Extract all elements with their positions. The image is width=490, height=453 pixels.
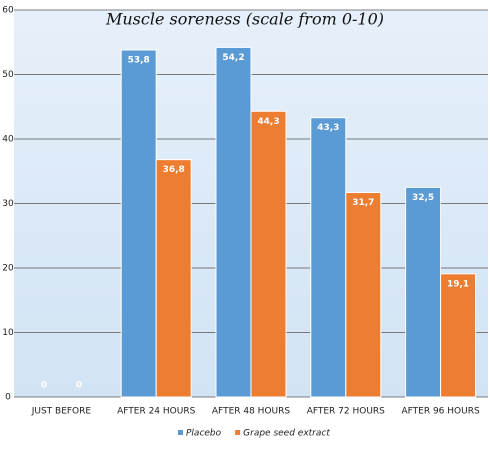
value-label: 19,1 — [447, 279, 469, 289]
value-label: 44,3 — [257, 117, 279, 127]
x-tick-label: AFTER 96 HOURS — [401, 407, 479, 417]
value-label: 31,7 — [352, 198, 374, 208]
value-label: 32,5 — [412, 193, 434, 203]
bar — [155, 159, 192, 398]
value-label: 36,8 — [163, 165, 185, 175]
bar — [215, 46, 252, 398]
value-label: 53,8 — [128, 55, 150, 65]
x-tick-label: AFTER 24 HOURS — [117, 407, 195, 417]
value-label: 0 — [76, 381, 82, 391]
x-tick-label: AFTER 48 HOURS — [212, 407, 290, 417]
bar — [120, 49, 157, 398]
y-tick-label: 50 — [2, 70, 14, 80]
x-tick-label: AFTER 72 HOURS — [307, 407, 385, 417]
y-tick-label: 10 — [2, 328, 14, 338]
y-tick-label: 60 — [2, 6, 14, 16]
legend-swatch — [235, 430, 241, 435]
x-tick-label: JUST BEFORE — [31, 407, 92, 417]
value-label: 0 — [41, 381, 47, 391]
value-label: 54,2 — [222, 53, 244, 63]
bar — [440, 273, 477, 398]
y-tick-label: 0 — [5, 393, 11, 403]
legend-label: Grape seed extract — [243, 429, 330, 439]
bar — [250, 110, 287, 398]
chart-title: Muscle soreness (scale from 0-10) — [105, 10, 384, 29]
y-tick-label: 30 — [2, 199, 14, 209]
bar — [345, 192, 382, 398]
value-label: 43,3 — [317, 123, 339, 133]
y-tick-label: 40 — [2, 135, 14, 145]
bar — [405, 186, 442, 398]
legend-swatch — [178, 430, 183, 435]
y-tick-label: 20 — [2, 264, 14, 274]
legend-label: Placebo — [186, 429, 222, 439]
bar — [310, 117, 347, 398]
